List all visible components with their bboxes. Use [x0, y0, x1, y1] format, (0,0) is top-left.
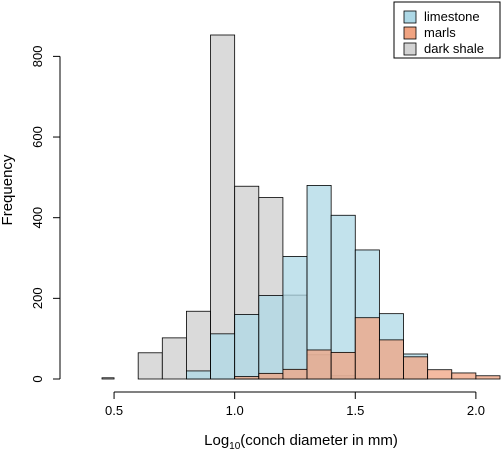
y-tick-label: 800 [30, 46, 45, 68]
limestone-bar [210, 333, 236, 380]
marls-bar [378, 339, 404, 380]
legend-swatch-dark-shale [403, 42, 417, 56]
x-tick-label: 1.0 [226, 403, 244, 418]
marls-bar [258, 372, 284, 380]
dark-shale-bar [137, 352, 163, 380]
x-axis-title-main: Log [204, 432, 229, 449]
y-tick-label: 600 [30, 126, 45, 148]
marls-bar [475, 375, 501, 380]
marls-bar [403, 356, 429, 380]
marls-bar [234, 376, 260, 380]
limestone-bar [258, 295, 284, 380]
x-tick-label: 1.5 [346, 403, 364, 418]
legend-label-marls: marls [424, 25, 456, 40]
legend-label-limestone: limestone [424, 9, 480, 24]
legend-swatch-limestone [403, 10, 417, 24]
marls-bar [427, 369, 453, 380]
marls-bar [451, 372, 477, 380]
dark-shale-bar [210, 34, 236, 380]
dark-shale-bar [101, 377, 115, 380]
y-tick-label: 0 [30, 375, 45, 382]
x-tick-label: 0.5 [105, 403, 123, 418]
limestone-bar [330, 214, 356, 380]
legend-label-dark-shale: dark shale [424, 41, 484, 56]
x-tick-label: 2.0 [467, 403, 485, 418]
limestone-bar [186, 370, 211, 380]
limestone-bar [234, 314, 260, 380]
x-axis-title-subscript: 10 [229, 441, 241, 452]
marls-bar [354, 317, 380, 380]
dark-shale-bar [186, 310, 211, 380]
limestone-bar [282, 255, 308, 380]
legend-swatch-marls [403, 26, 417, 40]
y-tick-label: 400 [30, 207, 45, 229]
marls-bar [330, 351, 356, 380]
dark-shale-bar [161, 337, 187, 380]
y-axis-title: Frequency [0, 154, 16, 225]
x-axis: 0.5 1.0 1.5 2.0 [105, 391, 485, 418]
limestone-bar [306, 185, 332, 380]
x-axis-title-rest: (conch diameter in mm) [240, 432, 398, 449]
x-axis-title: Log10(conch diameter in mm) [204, 432, 398, 452]
marls-bar [282, 368, 308, 380]
marls-bar [306, 349, 332, 380]
y-axis: 0 200 400 600 800 [30, 46, 61, 383]
marls-bars [234, 317, 501, 380]
legend: limestone marls dark shale [393, 1, 501, 59]
y-tick-label: 200 [30, 287, 45, 309]
